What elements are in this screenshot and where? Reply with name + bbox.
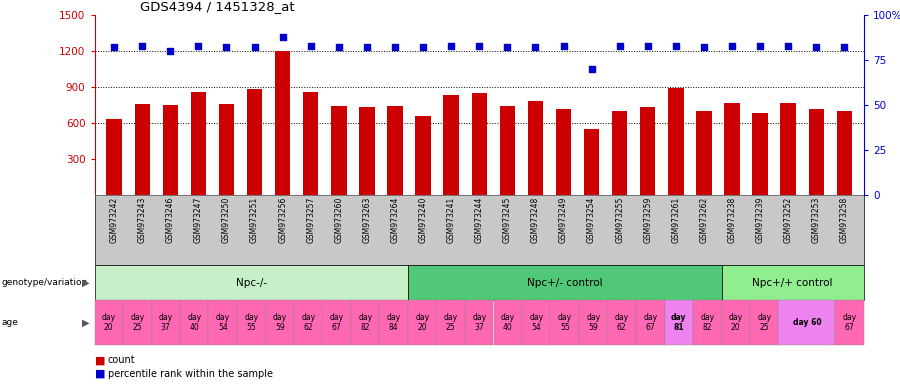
Point	[584, 66, 598, 72]
Point	[416, 44, 430, 50]
Text: day
55: day 55	[558, 313, 572, 332]
Bar	[219, 104, 234, 195]
Text: day
54: day 54	[216, 313, 230, 332]
Bar	[584, 129, 599, 195]
Bar	[303, 92, 319, 195]
Text: day
62: day 62	[302, 313, 315, 332]
Text: day
82: day 82	[700, 313, 715, 332]
Text: day
25: day 25	[757, 313, 771, 332]
Bar	[780, 103, 796, 195]
Point	[500, 44, 515, 50]
Point	[641, 43, 655, 49]
Text: day
20: day 20	[102, 313, 116, 332]
Text: day
67: day 67	[329, 313, 344, 332]
Point	[331, 44, 346, 50]
Bar	[191, 92, 206, 195]
Text: day
20: day 20	[729, 313, 742, 332]
Text: Npc+/- control: Npc+/- control	[526, 278, 603, 288]
Point	[107, 44, 122, 50]
Text: Npc-/-: Npc-/-	[236, 278, 266, 288]
Text: day
25: day 25	[130, 313, 144, 332]
Bar	[387, 106, 402, 195]
Text: day
54: day 54	[529, 313, 544, 332]
Bar	[752, 113, 768, 195]
Text: day
25: day 25	[444, 313, 458, 332]
Point	[248, 44, 262, 50]
Bar	[359, 108, 374, 195]
Text: day
82: day 82	[358, 313, 373, 332]
Text: day
84: day 84	[387, 313, 400, 332]
Point	[753, 43, 768, 49]
Point	[275, 33, 290, 40]
Bar	[444, 95, 459, 195]
Text: ▶: ▶	[82, 318, 89, 328]
Text: age: age	[2, 318, 19, 327]
Text: GDS4394 / 1451328_at: GDS4394 / 1451328_at	[140, 0, 294, 13]
Bar	[500, 106, 515, 195]
Point	[837, 44, 851, 50]
Text: day
55: day 55	[244, 313, 258, 332]
Point	[135, 43, 149, 49]
Point	[809, 44, 824, 50]
Text: day
67: day 67	[842, 313, 857, 332]
Bar	[106, 119, 122, 195]
Bar	[416, 116, 431, 195]
Point	[724, 43, 739, 49]
Bar	[808, 109, 824, 195]
Point	[163, 48, 177, 54]
Text: ■: ■	[94, 355, 105, 365]
Text: day
40: day 40	[500, 313, 515, 332]
Bar	[527, 101, 543, 195]
Bar	[837, 111, 852, 195]
Bar	[556, 109, 572, 195]
Point	[669, 43, 683, 49]
Point	[781, 43, 796, 49]
Point	[697, 44, 711, 50]
Bar	[163, 105, 178, 195]
Text: day 60: day 60	[793, 318, 822, 327]
Text: Npc+/+ control: Npc+/+ control	[752, 278, 833, 288]
Text: genotype/variation: genotype/variation	[2, 278, 88, 287]
Text: day
40: day 40	[187, 313, 202, 332]
Bar	[724, 103, 740, 195]
Bar	[612, 111, 627, 195]
Bar	[274, 51, 291, 195]
Bar	[697, 111, 712, 195]
Point	[613, 43, 627, 49]
Text: count: count	[108, 355, 136, 365]
Point	[472, 43, 487, 49]
Point	[220, 44, 234, 50]
Text: day
37: day 37	[472, 313, 486, 332]
Bar	[247, 89, 262, 195]
Point	[360, 44, 374, 50]
Text: day
59: day 59	[273, 313, 287, 332]
Point	[191, 43, 205, 49]
Bar	[640, 108, 655, 195]
Text: day
62: day 62	[615, 313, 629, 332]
Point	[303, 43, 318, 49]
Text: day
81: day 81	[671, 313, 687, 332]
Text: day
67: day 67	[644, 313, 657, 332]
Point	[556, 43, 571, 49]
Text: ■: ■	[94, 369, 105, 379]
Bar	[472, 93, 487, 195]
Point	[388, 44, 402, 50]
Text: day
59: day 59	[586, 313, 600, 332]
Text: day
20: day 20	[415, 313, 429, 332]
Text: percentile rank within the sample: percentile rank within the sample	[108, 369, 273, 379]
Text: ▶: ▶	[82, 278, 89, 288]
Point	[444, 43, 458, 49]
Bar	[668, 88, 684, 195]
Bar	[331, 106, 346, 195]
Point	[528, 44, 543, 50]
Text: day
37: day 37	[158, 313, 173, 332]
Bar	[134, 104, 150, 195]
